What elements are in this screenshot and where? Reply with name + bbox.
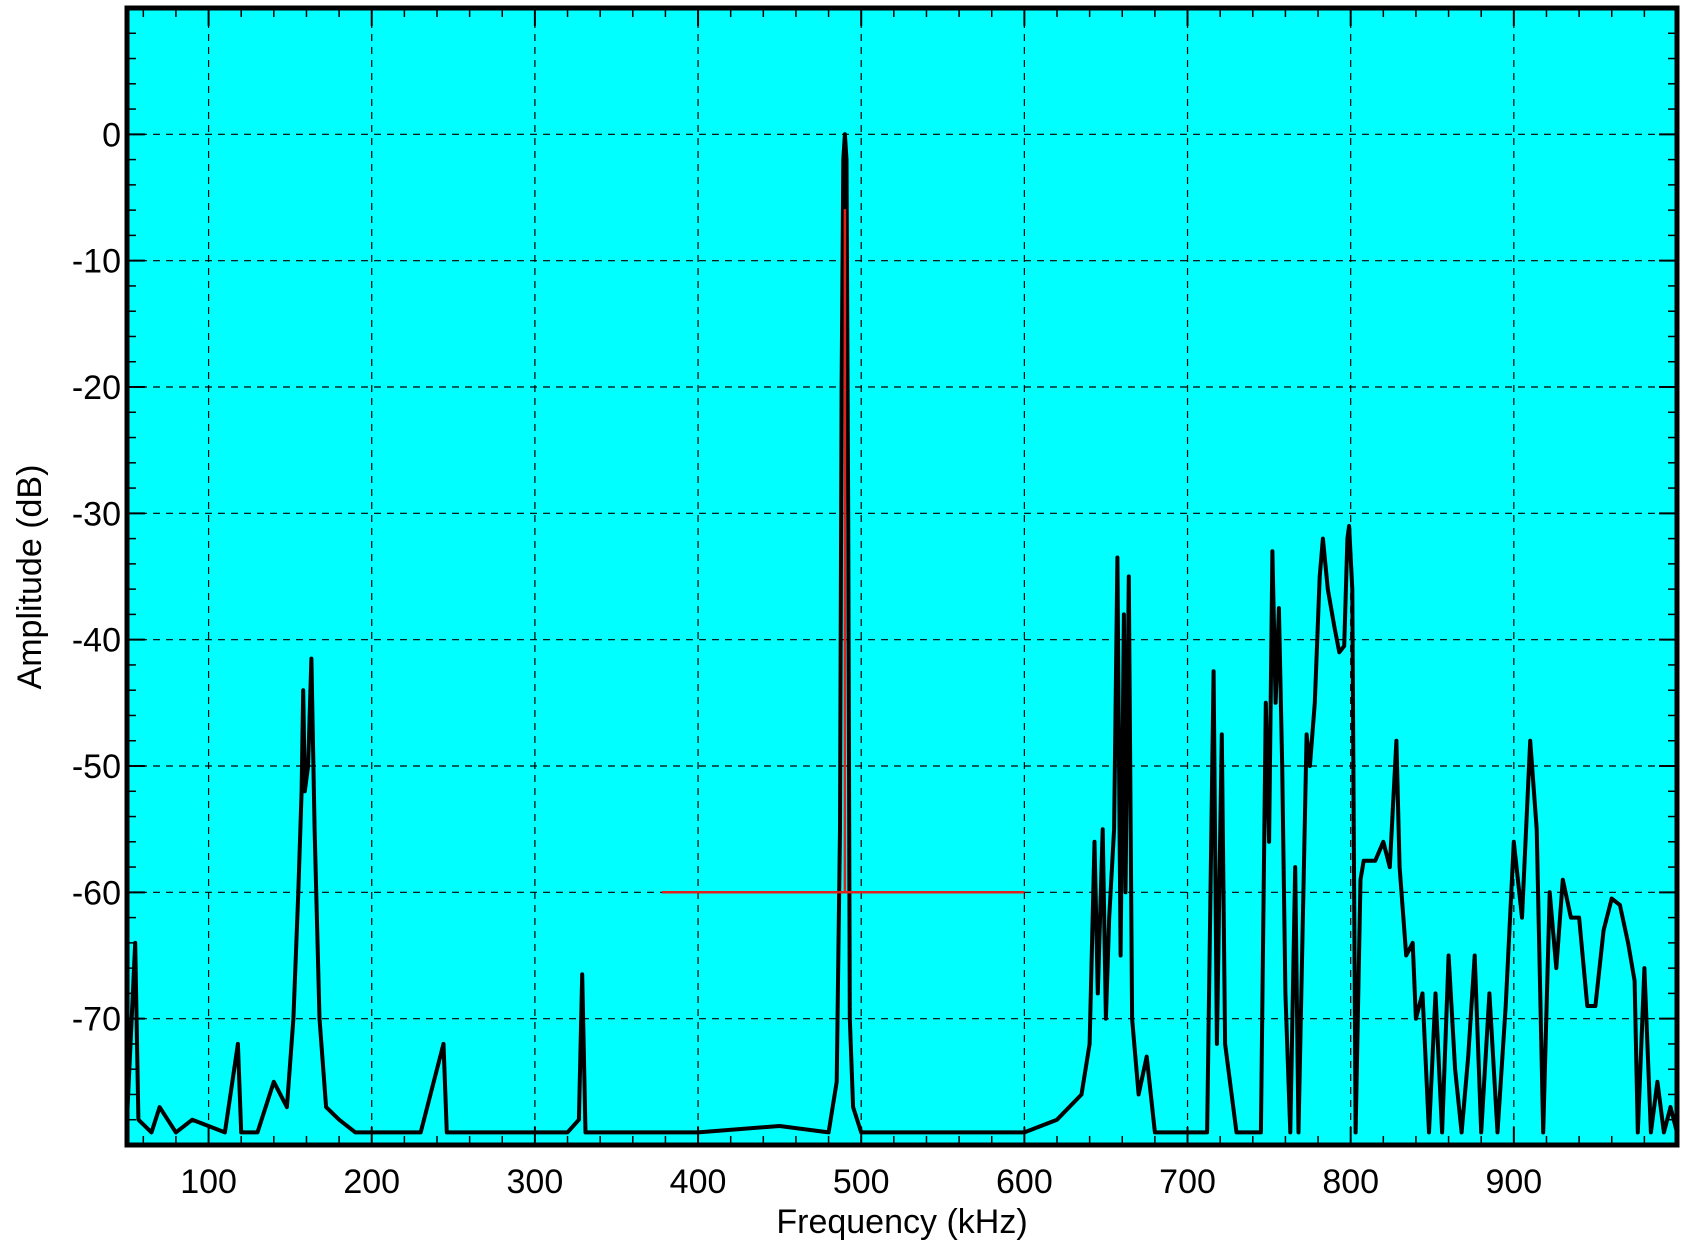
plot-background [127, 8, 1677, 1145]
y-tick-label: -60 [72, 874, 121, 912]
y-tick-label: -20 [72, 369, 121, 407]
x-tick-label: 200 [343, 1163, 400, 1201]
x-tick-label: 100 [180, 1163, 237, 1201]
y-tick-label: -40 [72, 622, 121, 660]
tick-labels: 100 200 300 400 500 600 700 800 900 0 -10 -20 -30 -40… [72, 116, 1542, 1201]
y-tick-label: -10 [72, 243, 121, 281]
spectrum-trace [127, 132, 1677, 1135]
mask-trace [662, 208, 1025, 894]
series-lines [127, 132, 1677, 1135]
y-axis-title: Amplitude (dB) [11, 465, 49, 690]
x-tick-label: 300 [507, 1163, 564, 1201]
x-axis-title: Frequency (kHz) [776, 1203, 1027, 1241]
y-tick-label: -70 [72, 1001, 121, 1039]
x-tick-label: 500 [833, 1163, 890, 1201]
y-tick-label: 0 [102, 116, 121, 154]
x-tick-label: 900 [1485, 1163, 1542, 1201]
x-tick-label: 400 [670, 1163, 727, 1201]
x-tick-label: 700 [1159, 1163, 1216, 1201]
plot-frame [124, 5, 1680, 1148]
x-tick-label: 800 [1322, 1163, 1379, 1201]
y-tick-label: -30 [72, 495, 121, 533]
y-tick-label: -50 [72, 748, 121, 786]
x-tick-label: 600 [996, 1163, 1053, 1201]
grid-lines [127, 8, 1677, 1145]
